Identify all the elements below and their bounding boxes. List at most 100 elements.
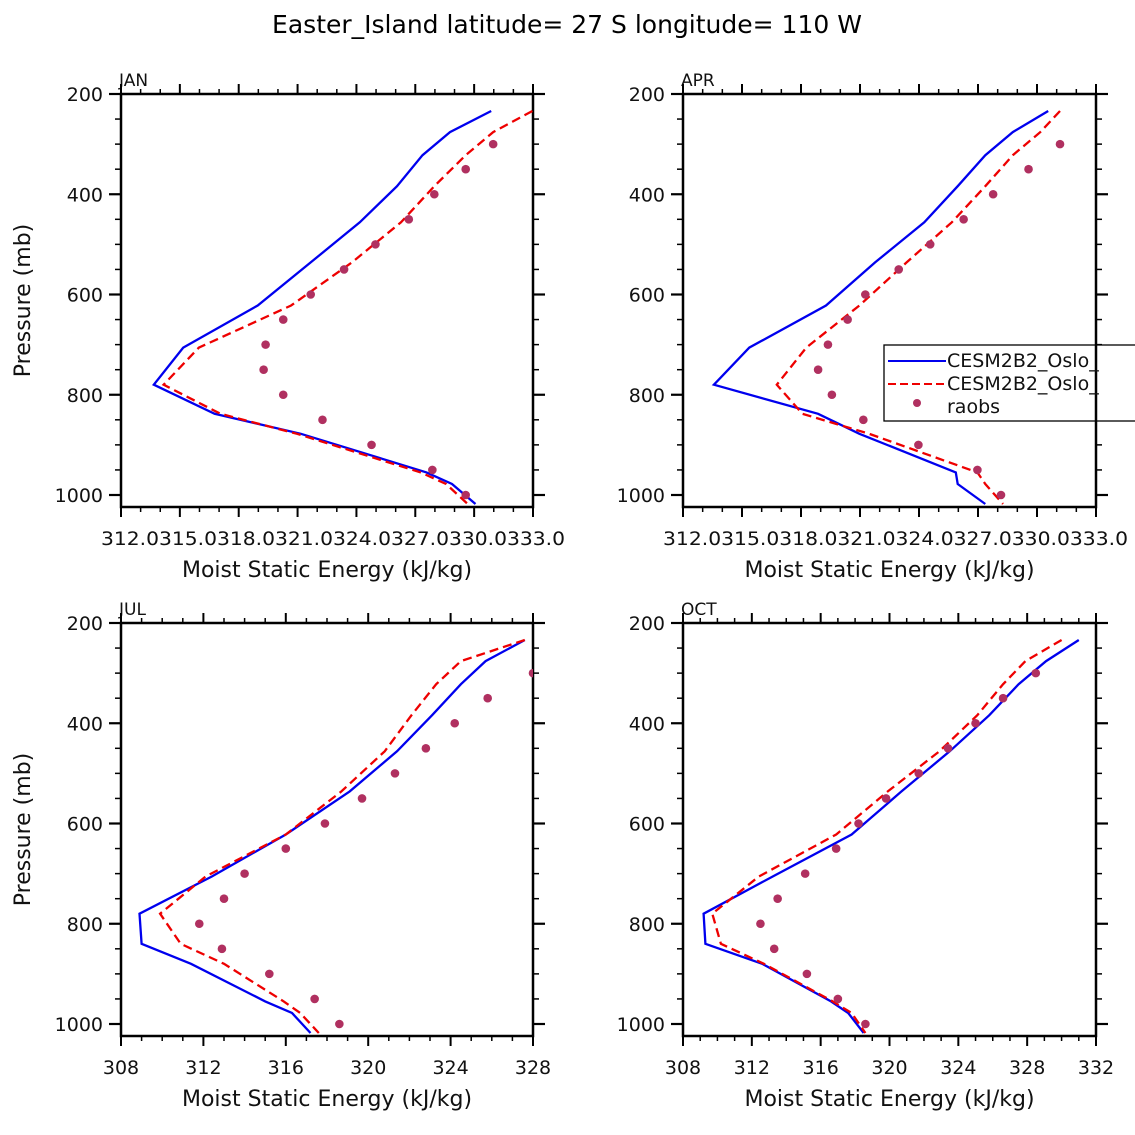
- y-tick-label: 200: [67, 613, 103, 635]
- x-tick-label: 324: [432, 1057, 468, 1079]
- raobs-point: [217, 944, 227, 954]
- raobs-point: [335, 1019, 344, 1029]
- x-tick-label: 324: [940, 1057, 976, 1079]
- raobs-point: [943, 744, 953, 753]
- y-tick-label: 600: [629, 285, 665, 307]
- raobs-point: [421, 744, 431, 753]
- raobs-point: [483, 693, 492, 703]
- y-tick-label: 1000: [617, 1014, 665, 1036]
- raobs-point: [278, 315, 288, 324]
- x-tick-labels: 312.0315.0318.0321.0324.0327.0330.0333.0: [101, 528, 565, 550]
- raobs-point: [310, 994, 319, 1004]
- raobs-point: [802, 969, 812, 979]
- raobs-point: [813, 365, 823, 374]
- raobs-point: [404, 215, 414, 224]
- raobs-point: [894, 265, 904, 274]
- raobs-point: [973, 465, 982, 475]
- raobs-point: [833, 994, 843, 1004]
- data-layer: [152, 109, 533, 505]
- raobs-point: [390, 769, 400, 778]
- y-axis-label: Pressure (mb): [11, 753, 36, 907]
- y-tick-label: 800: [629, 914, 665, 936]
- series-line-solid: [702, 639, 1080, 1034]
- x-tick-label: 312: [185, 1057, 221, 1079]
- panel-label: JUL: [118, 600, 146, 620]
- raobs-point: [756, 919, 765, 929]
- raobs-point: [1055, 139, 1065, 149]
- y-tick-label: 600: [629, 814, 665, 836]
- y-tick-label: 600: [67, 285, 103, 307]
- raobs-point: [881, 794, 891, 803]
- x-tick-label: 332: [1078, 1057, 1114, 1079]
- raobs-point: [450, 718, 460, 728]
- raobs-point: [800, 869, 810, 878]
- series-line-solid: [152, 109, 492, 505]
- x-tick-label: 328: [1009, 1057, 1045, 1079]
- panel-label: APR: [681, 71, 715, 91]
- raobs-point: [367, 440, 376, 450]
- raobs-point: [769, 944, 779, 954]
- x-tick-label: 320: [871, 1057, 907, 1079]
- panel-label: OCT: [681, 600, 717, 620]
- legend-label: CESM2B2_Oslo_: [947, 350, 1099, 372]
- x-axis-label: Moist Static Energy (kJ/kg): [182, 1087, 472, 1112]
- y-axis-label: Pressure (mb): [11, 224, 36, 378]
- raobs-point: [996, 490, 1006, 500]
- panel-label: JAN: [118, 71, 148, 91]
- y-tick-label: 400: [67, 184, 103, 206]
- raobs-point: [528, 668, 533, 678]
- series-line-solid: [711, 110, 1049, 505]
- x-tick-label: 316: [268, 1057, 304, 1079]
- panel-apr: APR 312.0315.0318.0321.0324.0327.0330.033…: [617, 71, 1128, 583]
- series-line-dashed: [158, 638, 526, 1034]
- raobs-point: [914, 440, 923, 450]
- y-tick-label: 200: [629, 84, 665, 106]
- raobs-point: [371, 240, 380, 249]
- raobs-point: [306, 290, 316, 299]
- plot-frame: [681, 92, 1098, 509]
- raobs-point: [925, 240, 935, 249]
- y-tick-label: 400: [67, 713, 103, 735]
- y-tick-label: 200: [629, 613, 665, 635]
- raobs-point: [320, 819, 330, 828]
- raobs-point: [488, 139, 498, 149]
- raobs-point: [1031, 668, 1041, 678]
- x-tick-label: 328: [515, 1057, 551, 1079]
- legend: CESM2B2_Oslo_CESM2B2_Oslo_raobs: [883, 344, 1135, 422]
- raobs-point: [281, 844, 291, 853]
- y-tick-label: 400: [629, 184, 665, 206]
- figure-title: Easter_Island latitude= 27 S longitude= …: [272, 10, 862, 39]
- y-tick-label: 800: [67, 385, 103, 407]
- x-tick-label: 312: [734, 1057, 770, 1079]
- raobs-point: [428, 465, 437, 475]
- data-layer: [138, 638, 533, 1034]
- data-layer: [702, 639, 1080, 1034]
- raobs-point: [461, 490, 471, 500]
- raobs-point: [219, 894, 229, 903]
- raobs-point: [998, 693, 1008, 703]
- raobs-point: [861, 290, 870, 299]
- data-layer: [711, 110, 1065, 505]
- raobs-point: [261, 340, 270, 349]
- x-tick-label: 308: [665, 1057, 701, 1079]
- y-tick-label: 1000: [55, 1014, 103, 1036]
- y-tick-label: 800: [67, 914, 103, 936]
- panels: JAN 312.0315.0318.0321.0324.0327.0330.033…: [11, 71, 1135, 1112]
- raobs-point: [859, 415, 868, 425]
- raobs-point: [357, 794, 367, 803]
- raobs-point: [430, 189, 439, 199]
- raobs-point: [278, 390, 288, 400]
- raobs-point: [240, 869, 249, 878]
- panel-jul: JUL 308 312 316 320 324 328 Moist Static Energy…: [11, 600, 551, 1112]
- raobs-point: [339, 265, 349, 274]
- y-tick-label: 800: [629, 385, 665, 407]
- x-tick-labels: 312.0315.0318.0321.0324.0327.0330.0333.0: [663, 528, 1128, 550]
- plot-frame: [119, 621, 535, 1038]
- raobs-point: [318, 415, 327, 425]
- y-tick-label: 1000: [617, 485, 665, 507]
- raobs-point: [194, 919, 204, 929]
- series-line-dashed: [161, 109, 533, 505]
- raobs-point: [461, 164, 471, 174]
- raobs-point: [265, 969, 274, 979]
